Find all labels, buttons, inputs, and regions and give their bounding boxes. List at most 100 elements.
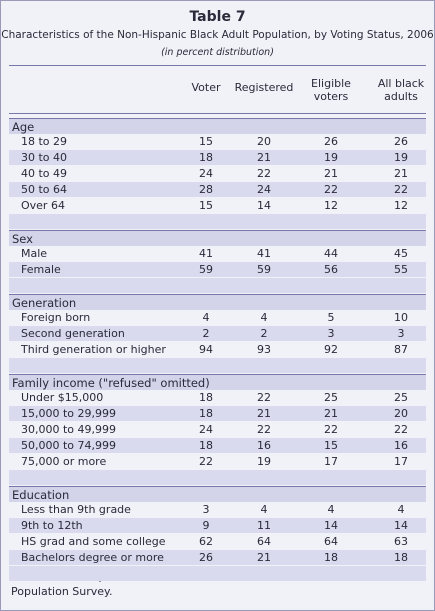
cell-value: 16 [394,439,408,452]
section-title: Age [12,120,35,134]
table-row: Third generation or higher 94 93 92 87 [9,342,426,357]
cell-value: 59 [199,263,213,276]
table-row: Female 59 59 56 55 [9,262,426,277]
column-header: Voter [191,81,221,94]
section-title: Family income ("refused" omitted) [12,376,210,390]
cell-value: 14 [394,519,408,532]
cell-value: 4 [397,503,405,516]
row-label: 75,000 or more [21,455,107,468]
table-row: Over 64 15 14 12 12 [9,198,426,213]
cell-value: 63 [394,535,408,548]
cell-value: 4 [260,503,268,516]
section-header: Family income ("refused" omitted) [9,374,426,390]
row-label: Over 64 [21,199,65,212]
cell-value: 92 [324,343,338,356]
cell-value: 3 [397,327,405,340]
row-label: 30,000 to 49,999 [21,423,117,436]
table-row: 9th to 12th 9 11 14 14 [9,518,426,533]
cell-value: 12 [394,199,408,212]
cell-value: 14 [257,199,271,212]
cell-value: 22 [257,167,271,180]
cell-value: 15 [324,439,338,452]
table-row: 15,000 to 29,999 18 21 21 20 [9,406,426,421]
cell-value: 3 [202,503,210,516]
table-row: Second generation 2 2 3 3 [9,326,426,341]
note: (in percent distribution) [161,47,274,58]
section-header: Education [9,486,426,502]
cell-value: 44 [324,247,338,260]
cell-value: 22 [324,183,338,196]
cell-value: 18 [394,551,408,564]
table-row: 75,000 or more 22 19 17 17 [9,454,426,469]
cell-value: 64 [257,535,271,548]
cell-value: 17 [324,455,338,468]
spacer-row [9,214,426,229]
cell-value: 12 [324,199,338,212]
cell-value: 18 [324,551,338,564]
spacer-row [9,278,426,293]
cell-value: 87 [394,343,408,356]
cell-value: 22 [199,455,213,468]
cell-value: 18 [199,151,213,164]
column-header: Registered [234,81,294,94]
cell-value: 20 [394,407,408,420]
table-row: HS grad and some college 62 64 64 63 [9,534,426,549]
table-row: 30 to 40 18 21 19 19 [9,150,426,165]
subtitle: Characteristics of the Non-Hispanic Blac… [1,29,434,41]
cell-value: 2 [202,327,210,340]
cell-value: 25 [394,391,408,404]
column-header: All black adults [377,77,425,103]
section-title: Generation [12,296,77,310]
rule [9,65,426,66]
cell-value: 59 [257,263,271,276]
cell-value: 26 [394,135,408,148]
row-label: 18 to 29 [21,135,68,148]
row-label: Female [21,263,61,276]
cell-value: 41 [257,247,271,260]
row-label: Male [21,247,48,260]
cell-value: 24 [199,423,213,436]
cell-value: 18 [199,407,213,420]
row-label: Bachelors degree or more [21,551,164,564]
cell-value: 5 [327,311,335,324]
cell-value: 24 [199,167,213,180]
spacer-row [9,566,426,581]
cell-value: 4 [327,503,335,516]
row-label: 40 to 49 [21,167,68,180]
table-row: 40 to 49 24 22 21 21 [9,166,426,181]
section-header: Generation [9,294,426,310]
cell-value: 41 [199,247,213,260]
spacer-row [9,470,426,485]
cell-value: 21 [257,551,271,564]
row-label: Under $15,000 [21,391,104,404]
cell-value: 22 [257,423,271,436]
cell-value: 24 [257,183,271,196]
cell-value: 21 [324,167,338,180]
title: Table 7 [189,9,246,25]
cell-value: 22 [257,391,271,404]
table-row: Less than 9th grade 3 4 4 4 [9,502,426,517]
table-row: Foreign born 4 4 5 10 [9,310,426,325]
table-row: 50 to 64 28 24 22 22 [9,182,426,197]
row-label: Second generation [21,327,125,340]
row-label: 50 to 64 [21,183,68,196]
table-row: 50,000 to 74,999 18 16 15 16 [9,438,426,453]
cell-value: 3 [327,327,335,340]
cell-value: 21 [394,167,408,180]
cell-value: 16 [257,439,271,452]
row-label: 30 to 40 [21,151,68,164]
cell-value: 15 [199,135,213,148]
cell-value: 21 [324,407,338,420]
row-label: Third generation or higher [21,343,166,356]
cell-value: 93 [257,343,271,356]
table-row: Under $15,000 18 22 25 25 [9,390,426,405]
cell-value: 10 [394,311,408,324]
cell-value: 62 [199,535,213,548]
cell-value: 26 [324,135,338,148]
section-header: Sex [9,230,426,246]
cell-value: 94 [199,343,213,356]
cell-value: 55 [394,263,408,276]
cell-value: 26 [199,551,213,564]
cell-value: 21 [257,407,271,420]
